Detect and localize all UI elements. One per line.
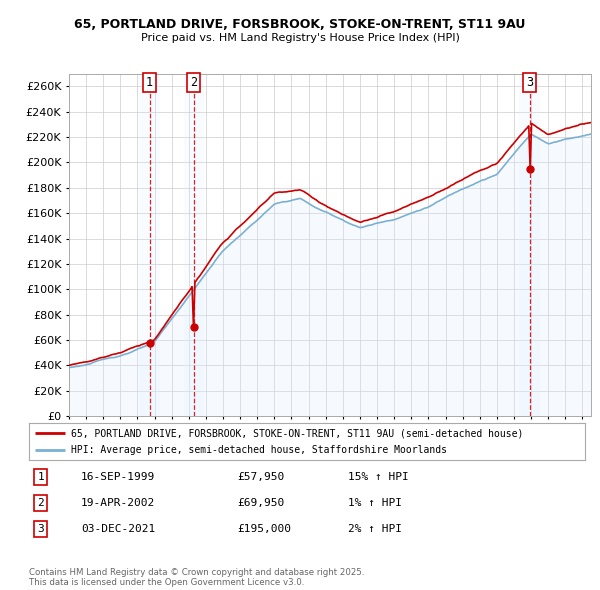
Text: 1: 1 xyxy=(37,472,44,481)
Text: Contains HM Land Registry data © Crown copyright and database right 2025.: Contains HM Land Registry data © Crown c… xyxy=(29,568,364,577)
Text: 3: 3 xyxy=(526,76,533,89)
Text: 65, PORTLAND DRIVE, FORSBROOK, STOKE-ON-TRENT, ST11 9AU: 65, PORTLAND DRIVE, FORSBROOK, STOKE-ON-… xyxy=(74,18,526,31)
Text: 19-APR-2002: 19-APR-2002 xyxy=(81,498,155,507)
Text: 65, PORTLAND DRIVE, FORSBROOK, STOKE-ON-TRENT, ST11 9AU (semi-detached house): 65, PORTLAND DRIVE, FORSBROOK, STOKE-ON-… xyxy=(71,428,523,438)
Text: 2% ↑ HPI: 2% ↑ HPI xyxy=(348,524,402,533)
Text: £57,950: £57,950 xyxy=(237,472,284,481)
Text: 15% ↑ HPI: 15% ↑ HPI xyxy=(348,472,409,481)
Text: This data is licensed under the Open Government Licence v3.0.: This data is licensed under the Open Gov… xyxy=(29,578,304,587)
Text: 3: 3 xyxy=(37,524,44,533)
Text: 1% ↑ HPI: 1% ↑ HPI xyxy=(348,498,402,507)
Text: 2: 2 xyxy=(37,498,44,507)
Text: £69,950: £69,950 xyxy=(237,498,284,507)
Text: 1: 1 xyxy=(146,76,153,89)
Bar xyxy=(520,74,540,416)
Bar xyxy=(184,74,204,416)
Text: 16-SEP-1999: 16-SEP-1999 xyxy=(81,472,155,481)
Text: Price paid vs. HM Land Registry's House Price Index (HPI): Price paid vs. HM Land Registry's House … xyxy=(140,34,460,43)
Text: 2: 2 xyxy=(190,76,197,89)
Bar xyxy=(139,74,160,416)
Text: HPI: Average price, semi-detached house, Staffordshire Moorlands: HPI: Average price, semi-detached house,… xyxy=(71,445,446,455)
Text: 03-DEC-2021: 03-DEC-2021 xyxy=(81,524,155,533)
Text: £195,000: £195,000 xyxy=(237,524,291,533)
